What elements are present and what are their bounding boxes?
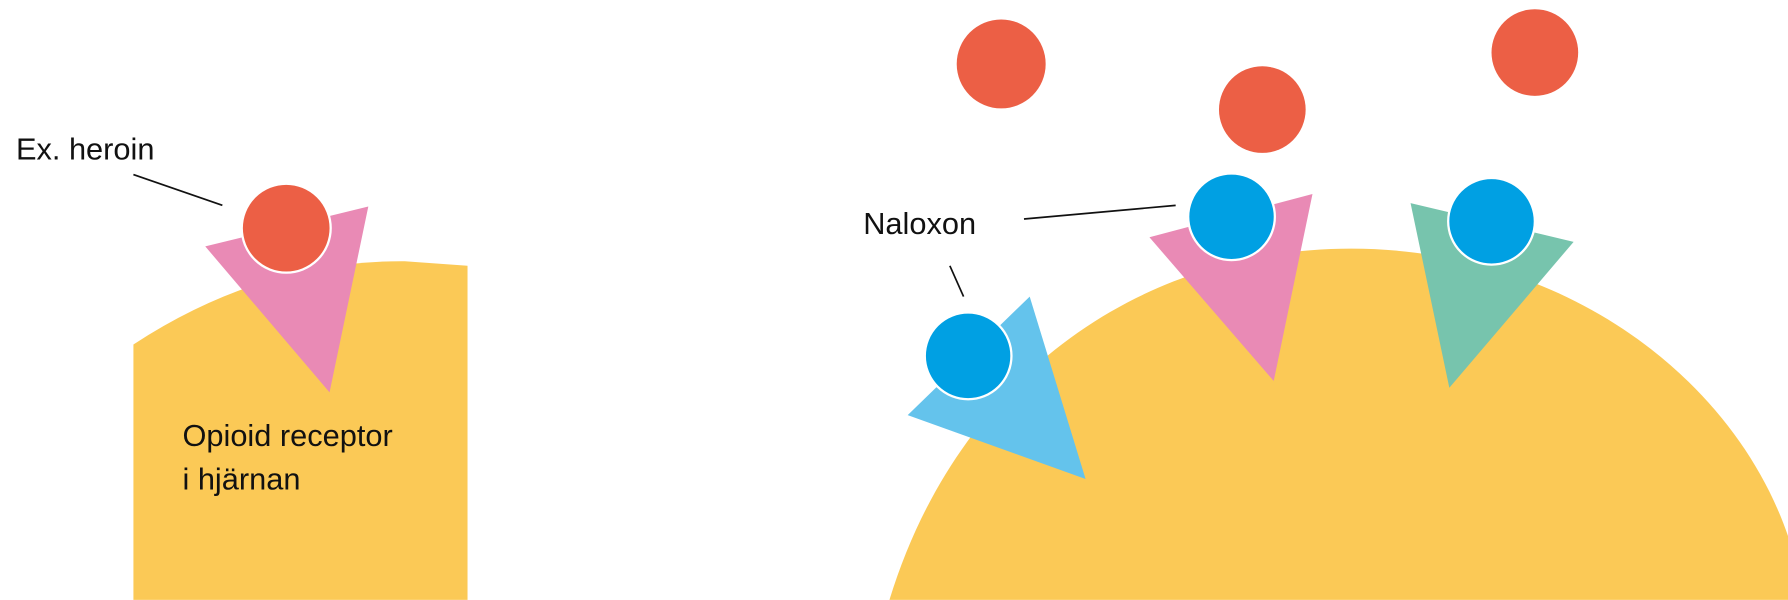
diagram: Ex. heroin Opioid receptor i hjärnan Nal…: [0, 0, 1788, 600]
receptor-label: i hjärnan: [182, 461, 300, 496]
heroin-label: Ex. heroin: [16, 132, 155, 167]
naloxone-molecule: [1448, 178, 1535, 265]
heroin-molecule: [957, 19, 1046, 108]
heroin-molecule: [1492, 9, 1579, 96]
receptor-label: Opioid receptor: [182, 418, 392, 453]
naloxone-molecule: [1188, 173, 1275, 260]
pointer-line: [133, 175, 222, 206]
pointer-line: [1024, 205, 1176, 219]
heroin-molecule: [1219, 66, 1306, 153]
naloxone-label: Naloxon: [863, 206, 976, 241]
page: Ex. heroin Opioid receptor i hjärnan Nal…: [0, 0, 1788, 600]
heroin-molecule: [242, 184, 331, 273]
naloxone-molecule: [925, 313, 1012, 400]
pointer-line: [950, 266, 964, 297]
